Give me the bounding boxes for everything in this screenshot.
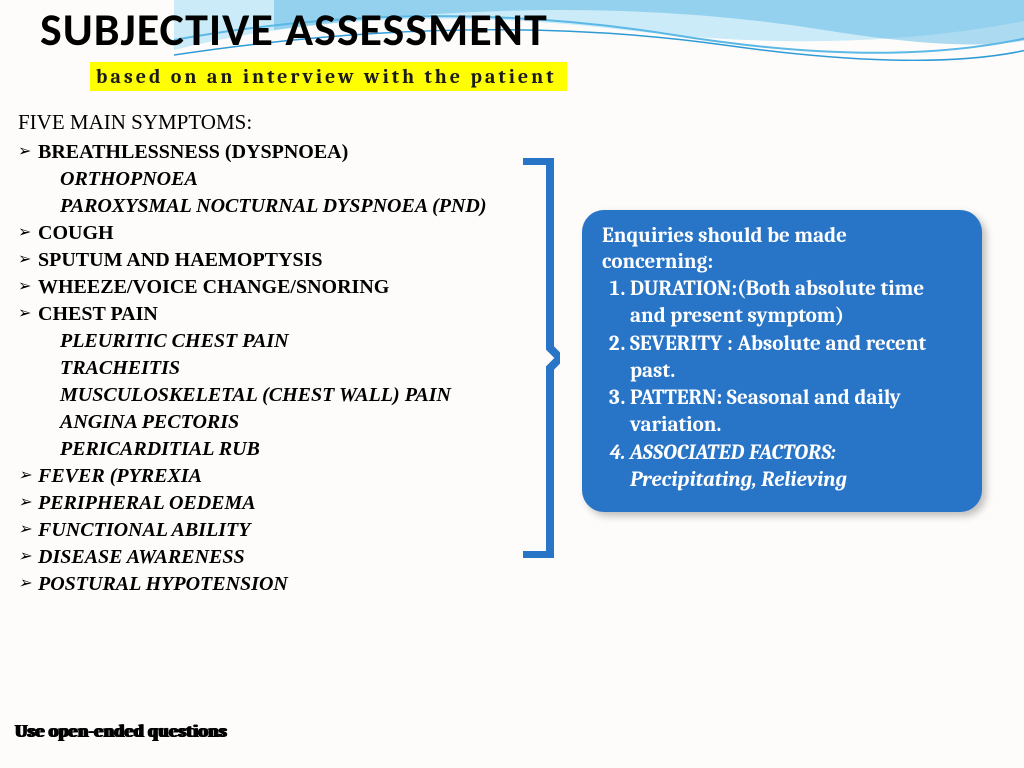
list-item: PERICARDITIAL RUB xyxy=(60,436,578,463)
list-item: PERIPHERAL OEDEMA xyxy=(18,490,578,517)
callout-lead: Enquiries should be made xyxy=(602,224,962,248)
enquiries-callout: Enquiries should be made concerning: DUR… xyxy=(582,210,982,512)
sub-list: ORTHOPNOEA PAROXYSMAL NOCTURNAL DYSPNOEA… xyxy=(38,166,578,220)
symptom-list: BREATHLESSNESS (DYSPNOEA) ORTHOPNOEA PAR… xyxy=(18,139,578,598)
list-item: DISEASE AWARENESS xyxy=(18,544,578,571)
list-item: DURATION:(Both absolute time and present… xyxy=(630,276,962,331)
list-item: POSTURAL HYPOTENSION xyxy=(18,571,578,598)
list-item: FEVER (PYREXIA xyxy=(18,463,578,490)
bracket-connector xyxy=(520,158,560,558)
list-item: FUNCTIONAL ABILITY xyxy=(18,517,578,544)
slide-subtitle: based on an interview with the patient xyxy=(90,62,567,91)
list-item: ANGINA PECTORIS xyxy=(60,409,578,436)
list-item: TRACHEITIS xyxy=(60,355,578,382)
list-item: WHEEZE/VOICE CHANGE/SNORING xyxy=(18,274,578,301)
list-item: PLEURITIC CHEST PAIN xyxy=(60,328,578,355)
list-item: MUSCULOSKELETAL (CHEST WALL) PAIN xyxy=(60,382,578,409)
list-item: BREATHLESSNESS (DYSPNOEA) ORTHOPNOEA PAR… xyxy=(18,139,578,220)
symptom-text: BREATHLESSNESS (DYSPNOEA) xyxy=(38,141,348,163)
list-item: ASSOCIATED FACTORS: Precipitating, Relie… xyxy=(630,440,962,495)
list-item: SEVERITY : Absolute and recent past. xyxy=(630,331,962,386)
symptom-text: CHEST PAIN xyxy=(38,303,158,325)
slide-title: SUBJECTIVE ASSESSMENT xyxy=(40,2,548,58)
list-item: SPUTUM AND HAEMOPTYSIS xyxy=(18,247,578,274)
list-item: PAROXYSMAL NOCTURNAL DYSPNOEA (PND) xyxy=(60,193,578,220)
section-label: FIVE MAIN SYMPTOMS: xyxy=(18,110,578,135)
symptoms-content: FIVE MAIN SYMPTOMS: BREATHLESSNESS (DYSP… xyxy=(18,110,578,598)
sub-list: PLEURITIC CHEST PAIN TRACHEITIS MUSCULOS… xyxy=(38,328,578,463)
enquiry-list: DURATION:(Both absolute time and present… xyxy=(602,276,962,494)
list-item: COUGH xyxy=(18,220,578,247)
footer-note: Use open-ended questions xyxy=(15,721,227,742)
list-item: CHEST PAIN PLEURITIC CHEST PAIN TRACHEIT… xyxy=(18,301,578,463)
list-item: PATTERN: Seasonal and daily variation. xyxy=(630,385,962,440)
list-item: ORTHOPNOEA xyxy=(60,166,578,193)
callout-lead: concerning: xyxy=(602,250,962,274)
